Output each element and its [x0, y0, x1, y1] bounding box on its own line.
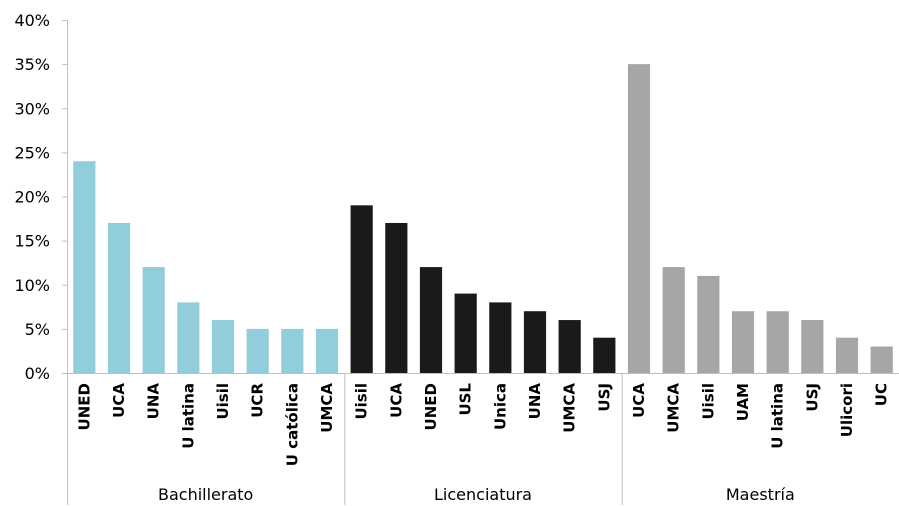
category-label: UCA: [387, 383, 405, 418]
category-label: UCR: [249, 383, 267, 418]
y-tick-label: 10%: [14, 276, 50, 295]
bar: [801, 320, 824, 373]
category-label: U latina: [769, 383, 787, 449]
bar: [627, 64, 651, 373]
bar: [281, 328, 304, 373]
category-label: UNA: [526, 383, 544, 420]
bar: [246, 328, 269, 373]
category-label: Unica: [491, 383, 509, 430]
bar: [211, 320, 235, 373]
category-label: UMCA: [561, 383, 579, 433]
y-tick-label: 15%: [14, 232, 50, 251]
bars: [73, 64, 893, 373]
category-label: UCA: [630, 383, 648, 418]
category-label: Uisil: [699, 383, 717, 420]
group-label: Maestría: [726, 485, 795, 504]
category-label: USL: [457, 383, 475, 416]
category-label: UNED: [75, 383, 93, 430]
category-label: UNA: [145, 383, 163, 420]
y-tick-label: 5%: [25, 320, 50, 339]
bar: [419, 267, 443, 373]
bar: [73, 161, 96, 373]
category-label: USJ: [595, 383, 613, 412]
bar: [315, 328, 339, 373]
y-tick-label: 30%: [14, 99, 50, 118]
bar: [662, 267, 685, 373]
category-label: UC: [873, 383, 891, 406]
bar: [558, 320, 581, 373]
bar: [870, 346, 893, 373]
y-tick-label: 20%: [14, 188, 50, 207]
bar: [350, 205, 373, 373]
bar: [142, 267, 165, 373]
labels: 0% 5% 10% 15% 20% 25% 30% 35% 40% UNED UCA UNA U lat…: [14, 11, 890, 504]
axes: [62, 20, 899, 505]
category-label: UNED: [422, 383, 440, 430]
category-label: U latina: [179, 383, 197, 449]
y-tick-label: 40%: [14, 11, 50, 30]
bar: [177, 302, 200, 373]
bar: [766, 311, 789, 373]
category-label: Ulicori: [838, 383, 856, 437]
y-tick-label: 0%: [25, 364, 50, 383]
bar: [385, 222, 408, 373]
category-label: UMCA: [318, 383, 336, 433]
bar: [593, 337, 616, 373]
category-label: U católica: [283, 383, 301, 466]
category-label: UCA: [110, 383, 128, 418]
y-tick-label: 25%: [14, 143, 50, 162]
bar: [454, 293, 477, 373]
bar: [731, 311, 755, 373]
category-label: UMCA: [665, 383, 683, 433]
bar: [489, 302, 512, 373]
bar: [107, 222, 131, 373]
group-label: Bachillerato: [158, 485, 253, 504]
bar: [697, 275, 720, 373]
category-label: USJ: [803, 383, 821, 412]
y-tick-label: 35%: [14, 55, 50, 74]
bar: [523, 311, 547, 373]
group-label: Licenciatura: [434, 485, 532, 504]
bar: [835, 337, 859, 373]
category-label: Uisil: [214, 383, 232, 420]
category-label: Uisil: [353, 383, 371, 420]
category-label: UAM: [734, 383, 752, 421]
